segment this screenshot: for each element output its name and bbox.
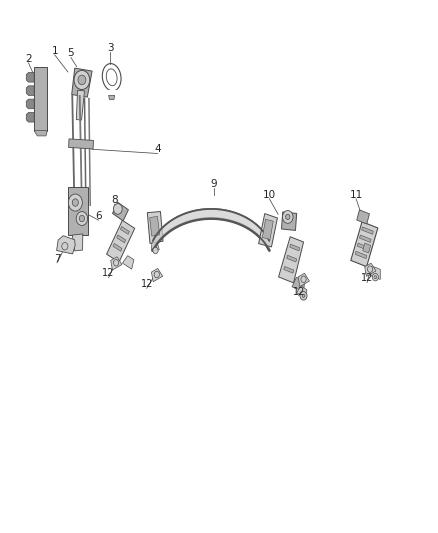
Text: 2: 2 — [25, 54, 32, 63]
Text: 6: 6 — [95, 211, 102, 221]
Circle shape — [302, 294, 305, 297]
Circle shape — [374, 276, 377, 279]
Text: 12: 12 — [102, 269, 115, 278]
Polygon shape — [111, 257, 122, 270]
Polygon shape — [113, 203, 128, 221]
Text: 12: 12 — [361, 273, 373, 283]
Polygon shape — [69, 139, 93, 149]
Polygon shape — [34, 67, 47, 131]
Circle shape — [300, 292, 307, 300]
Circle shape — [113, 204, 122, 214]
Polygon shape — [106, 220, 135, 262]
Polygon shape — [287, 255, 297, 262]
Polygon shape — [357, 210, 370, 224]
Polygon shape — [362, 227, 373, 235]
Polygon shape — [351, 222, 378, 266]
Polygon shape — [153, 209, 269, 251]
Polygon shape — [76, 90, 85, 120]
Circle shape — [283, 211, 293, 223]
Polygon shape — [357, 243, 369, 251]
Polygon shape — [360, 235, 371, 243]
Polygon shape — [72, 68, 92, 97]
Text: 12: 12 — [293, 287, 305, 296]
Circle shape — [113, 260, 119, 266]
Text: 10: 10 — [263, 190, 276, 199]
Polygon shape — [365, 263, 376, 277]
Polygon shape — [290, 244, 300, 251]
Polygon shape — [150, 216, 159, 236]
Polygon shape — [262, 219, 273, 239]
Polygon shape — [120, 227, 129, 235]
Polygon shape — [282, 212, 297, 230]
Polygon shape — [363, 243, 371, 253]
Circle shape — [68, 194, 82, 211]
Text: 4: 4 — [154, 144, 161, 154]
Polygon shape — [26, 72, 34, 82]
Circle shape — [78, 75, 86, 85]
Polygon shape — [26, 99, 34, 109]
Text: 8: 8 — [111, 195, 118, 205]
Polygon shape — [152, 269, 162, 282]
Polygon shape — [258, 214, 277, 247]
Text: 9: 9 — [210, 179, 217, 189]
Polygon shape — [26, 112, 34, 122]
Polygon shape — [34, 131, 47, 136]
Text: 7: 7 — [53, 254, 60, 263]
Circle shape — [76, 212, 88, 225]
Circle shape — [62, 243, 68, 250]
Polygon shape — [68, 187, 88, 235]
Polygon shape — [152, 242, 159, 251]
Text: 1: 1 — [51, 46, 58, 55]
Text: 5: 5 — [67, 49, 74, 58]
Circle shape — [367, 266, 373, 272]
Polygon shape — [147, 212, 163, 244]
Circle shape — [153, 247, 158, 254]
Polygon shape — [72, 234, 83, 251]
Polygon shape — [109, 95, 115, 100]
Polygon shape — [298, 273, 309, 287]
Text: 11: 11 — [350, 190, 363, 199]
Polygon shape — [57, 236, 75, 254]
Polygon shape — [123, 256, 134, 269]
Circle shape — [372, 273, 378, 281]
Polygon shape — [365, 265, 380, 279]
Polygon shape — [117, 235, 126, 243]
Polygon shape — [279, 237, 304, 283]
Polygon shape — [355, 251, 367, 259]
Text: 12: 12 — [141, 279, 153, 289]
Circle shape — [286, 214, 290, 220]
Circle shape — [154, 271, 159, 278]
Text: 3: 3 — [107, 43, 114, 53]
Circle shape — [72, 199, 78, 206]
Polygon shape — [292, 277, 305, 292]
Polygon shape — [297, 286, 307, 298]
Circle shape — [79, 215, 85, 222]
Circle shape — [301, 276, 306, 282]
Polygon shape — [113, 244, 122, 251]
Circle shape — [74, 70, 90, 90]
Polygon shape — [284, 266, 294, 273]
Polygon shape — [26, 86, 34, 95]
